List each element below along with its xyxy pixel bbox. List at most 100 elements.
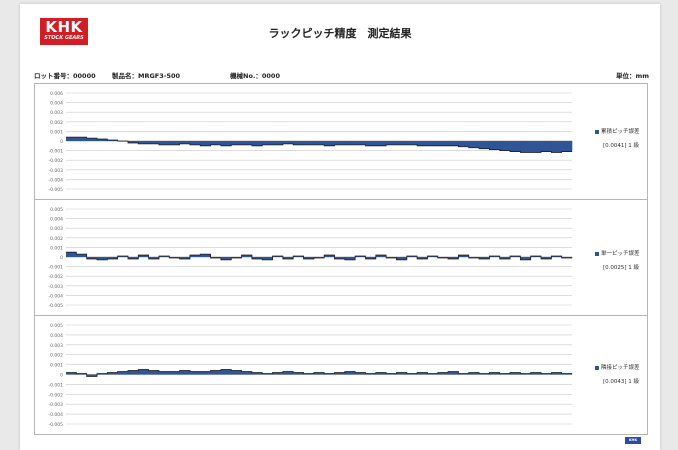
- data-bar: [272, 141, 284, 145]
- legend-label: 累積ピッチ誤差: [601, 129, 640, 135]
- data-bar: [324, 141, 335, 146]
- y-tick-label: -0.005: [48, 422, 63, 428]
- data-bar: [551, 256, 562, 257]
- y-tick-label: 0: [60, 139, 63, 145]
- data-bar: [210, 141, 222, 145]
- data-bar: [417, 257, 428, 259]
- y-tick-label: -0.005: [48, 303, 63, 309]
- data-bar: [313, 372, 325, 375]
- data-bar: [324, 255, 335, 257]
- data-bar: [520, 373, 531, 375]
- data-bar: [489, 141, 501, 150]
- data-bar: [479, 141, 490, 149]
- data-bar: [293, 141, 304, 145]
- data-bar: [458, 255, 470, 257]
- data-bar: [313, 257, 325, 258]
- data-bar: [396, 141, 408, 145]
- data-bar: [375, 255, 387, 257]
- data-bar: [96, 139, 108, 141]
- data-bar: [86, 138, 98, 141]
- data-bar: [365, 257, 377, 259]
- y-tick-label: -0.002: [48, 392, 63, 398]
- unit-label: 単位：mm: [616, 72, 650, 80]
- data-bar: [107, 372, 118, 375]
- data-bar: [282, 371, 294, 375]
- data-bar: [251, 257, 263, 259]
- data-bar: [468, 257, 480, 258]
- y-tick-label: -0.004: [48, 412, 63, 418]
- data-bar: [76, 373, 87, 375]
- data-bar: [220, 369, 232, 375]
- data-bar: [66, 137, 77, 141]
- data-bar: [489, 372, 501, 375]
- data-bar: [334, 372, 346, 375]
- data-bar: [375, 141, 387, 146]
- data-bar: [282, 257, 294, 259]
- data-bar: [375, 372, 387, 375]
- data-bar: [530, 141, 542, 153]
- data-bar: [386, 141, 397, 145]
- data-bar: [148, 257, 160, 259]
- data-bar: [313, 141, 325, 145]
- series-line: [66, 251, 572, 261]
- data-bar: [262, 257, 273, 260]
- grade-value: [0.0025] 1 級: [603, 265, 640, 271]
- data-bar: [303, 373, 315, 375]
- legend-cumulative: 累積ピッチ誤差 [0.0041] 1 級: [595, 128, 640, 150]
- data-bar: [241, 255, 253, 257]
- data-bar: [386, 257, 397, 258]
- data-bar: [530, 256, 542, 257]
- data-bar: [499, 257, 511, 259]
- data-bar: [189, 371, 201, 375]
- khk-logo: KHK STOCK GEARS: [40, 18, 88, 45]
- data-bar: [344, 371, 356, 375]
- y-tick-label: 0.002: [50, 353, 63, 359]
- data-bar: [551, 141, 562, 153]
- legend-single: 単一ピッチ誤差 [0.0025] 1 級: [595, 250, 640, 272]
- data-bar: [355, 256, 366, 257]
- y-tick-label: 0.002: [50, 120, 63, 126]
- data-bar: [468, 141, 480, 148]
- legend-adjacent: 隣接ピッチ誤差 [0.0043] 1 級: [595, 364, 640, 386]
- data-bar: [231, 141, 242, 145]
- data-bar: [158, 371, 170, 375]
- data-bar: [76, 254, 87, 257]
- data-bar: [355, 372, 366, 375]
- legend-swatch: [595, 129, 599, 134]
- y-tick-label: -0.004: [48, 293, 63, 299]
- y-tick-label: -0.003: [48, 284, 63, 290]
- data-bar: [262, 141, 273, 145]
- data-bar: [355, 141, 366, 145]
- data-bar: [200, 371, 211, 375]
- y-tick-label: 0: [60, 255, 63, 261]
- data-bar: [127, 370, 139, 375]
- data-bar: [396, 257, 408, 260]
- data-bar: [468, 372, 480, 375]
- data-bar: [551, 372, 562, 375]
- data-bar: [334, 257, 346, 259]
- y-tick-label: -0.005: [48, 187, 63, 193]
- data-bar: [117, 371, 129, 375]
- y-tick-label: -0.001: [48, 149, 63, 155]
- data-bar: [561, 141, 573, 152]
- legend-swatch: [595, 251, 599, 256]
- data-bar: [231, 370, 242, 375]
- data-bar: [365, 141, 377, 146]
- data-bar: [530, 372, 542, 375]
- data-bar: [386, 373, 397, 375]
- data-bar: [437, 141, 449, 146]
- data-bar: [179, 141, 191, 144]
- y-tick-label: 0.005: [50, 207, 63, 213]
- y-tick-label: 0: [60, 373, 63, 379]
- data-bar: [96, 373, 108, 375]
- grade-value: [0.0043] 1 級: [603, 379, 640, 385]
- y-tick-label: -0.003: [48, 402, 63, 408]
- data-bar: [241, 141, 253, 145]
- logo-main-text: KHK: [45, 18, 83, 36]
- data-bar: [499, 373, 511, 375]
- data-bar: [541, 257, 552, 259]
- data-bar: [437, 372, 449, 375]
- legend-swatch: [595, 365, 599, 370]
- data-bar: [272, 372, 284, 375]
- data-bar: [189, 255, 201, 257]
